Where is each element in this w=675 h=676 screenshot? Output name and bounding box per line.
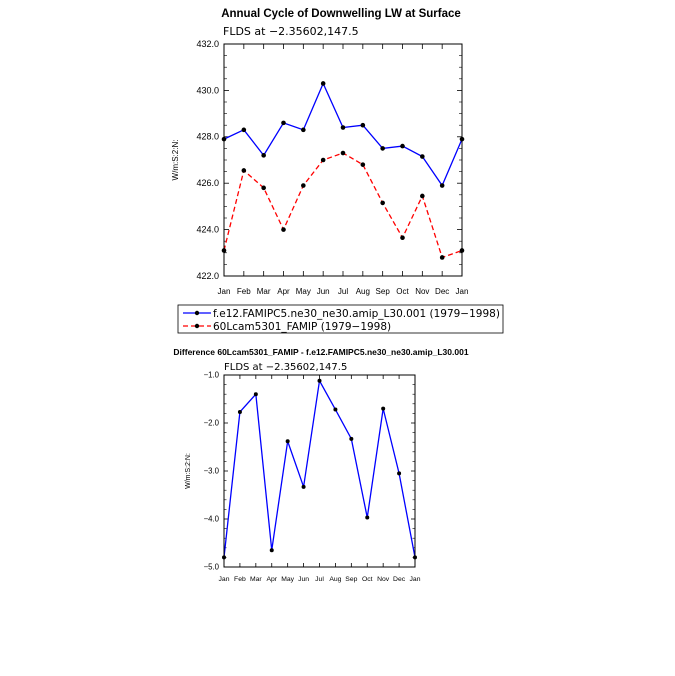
x-tick-label: Jun — [317, 287, 330, 296]
legend-marker-cam5 — [194, 310, 200, 316]
difference-chart: Difference 60Lcam5301_FAMIP - f.e12.FAMI… — [173, 347, 468, 583]
y-tick-label: 424.0 — [196, 224, 219, 234]
x-tick-label: Oct — [362, 576, 373, 583]
data-point — [360, 162, 366, 167]
data-point — [420, 193, 425, 199]
x-tick-label: Apr — [277, 287, 290, 296]
series-line-0 — [223, 378, 416, 558]
data-point — [301, 127, 306, 133]
y-tick-label: 430.0 — [196, 85, 219, 95]
x-tick-label: Dec — [435, 287, 449, 296]
data-point — [320, 81, 326, 86]
data-point — [365, 515, 370, 520]
x-tick-label: Apr — [266, 576, 277, 583]
x-tick-label: Aug — [329, 576, 341, 583]
x-tick-label: Mar — [257, 287, 271, 296]
data-point — [397, 471, 402, 476]
data-point — [420, 154, 425, 159]
data-point — [253, 392, 258, 397]
data-point — [241, 168, 247, 173]
data-point — [237, 409, 242, 414]
y-tick-label: 432.0 — [196, 39, 219, 49]
x-tick-label: Dec — [393, 576, 406, 583]
data-point — [320, 157, 326, 163]
data-point — [301, 183, 306, 188]
data-point — [349, 436, 354, 441]
legend-entry-famip: 60Lcam5301_FAMIP (1979−1998) — [183, 321, 391, 333]
x-tick-label: Oct — [396, 287, 409, 296]
y-tick-label: 422.0 — [196, 271, 219, 281]
annual-cycle-chart: Annual Cycle of Downwelling LW at Surfac… — [171, 8, 468, 296]
x-tick-label: Mar — [250, 576, 262, 583]
data-point — [381, 406, 386, 411]
data-point — [301, 484, 306, 489]
chart-subtitle: FLDS at −2.35602,147.5 — [223, 25, 359, 38]
x-tick-label: Sep — [376, 287, 391, 296]
x-tick-label: Jan — [456, 287, 469, 296]
data-point — [340, 125, 346, 130]
x-tick-label: Nov — [377, 576, 390, 583]
data-point — [285, 439, 290, 444]
data-point — [380, 200, 385, 206]
y-tick-label: −3.0 — [204, 466, 220, 475]
data-point — [261, 153, 266, 158]
x-tick-label: Feb — [234, 576, 246, 583]
data-point — [333, 407, 338, 412]
data-point — [269, 548, 274, 553]
data-point — [400, 143, 405, 149]
y-tick-label: −2.0 — [204, 418, 220, 427]
data-point — [340, 150, 346, 156]
y-tick-label: 428.0 — [196, 132, 219, 142]
plot-frame — [223, 374, 416, 568]
x-tick-label: Aug — [356, 287, 370, 296]
x-tick-label: May — [281, 576, 294, 583]
x-tick-label: Jan — [218, 287, 231, 296]
x-tick-label: Jan — [410, 576, 421, 583]
plot-frame — [223, 43, 463, 277]
legend: f.e12.FAMIPC5.ne30_ne30.amip_L30.001 (19… — [177, 304, 504, 334]
y-axis-label: W/m:S:2:N: — [171, 140, 180, 181]
data-point — [400, 235, 405, 241]
legend-label-famip: 60Lcam5301_FAMIP (1979−1998) — [213, 321, 391, 333]
x-tick-label: Jul — [315, 576, 324, 583]
data-point — [281, 120, 286, 126]
data-point — [241, 127, 247, 133]
data-point — [380, 146, 385, 151]
legend-box — [177, 304, 504, 334]
data-point — [317, 378, 322, 383]
y-tick-label: −4.0 — [204, 514, 220, 523]
data-point — [281, 227, 286, 232]
data-point — [360, 122, 366, 128]
legend-label-cam5: f.e12.FAMIPC5.ne30_ne30.amip_L30.001 (19… — [213, 308, 500, 320]
y-axis-label: W/m:S:2:N: — [185, 453, 192, 489]
x-tick-label: Nov — [415, 287, 429, 296]
x-tick-label: Jul — [338, 287, 348, 296]
series-line-1 — [223, 152, 463, 259]
x-tick-label: Feb — [237, 287, 251, 296]
x-tick-label: Jun — [298, 576, 309, 583]
data-point — [439, 255, 445, 260]
chart-title: Difference 60Lcam5301_FAMIP - f.e12.FAMI… — [173, 347, 468, 357]
chart-title: Annual Cycle of Downwelling LW at Surfac… — [221, 8, 461, 20]
y-tick-label: 426.0 — [196, 178, 219, 188]
x-tick-label: May — [296, 287, 311, 296]
legend-marker-famip — [194, 323, 200, 329]
series-line-0 — [223, 81, 463, 187]
x-tick-label: Jan — [219, 576, 230, 583]
legend-entry-cam5: f.e12.FAMIPC5.ne30_ne30.amip_L30.001 (19… — [183, 308, 500, 320]
y-tick-label: −5.0 — [204, 562, 220, 571]
x-tick-label: Sep — [345, 576, 357, 583]
data-point — [261, 185, 266, 191]
y-tick-label: −1.0 — [204, 370, 220, 379]
data-point — [439, 183, 445, 188]
chart-subtitle: FLDS at −2.35602,147.5 — [224, 362, 347, 373]
